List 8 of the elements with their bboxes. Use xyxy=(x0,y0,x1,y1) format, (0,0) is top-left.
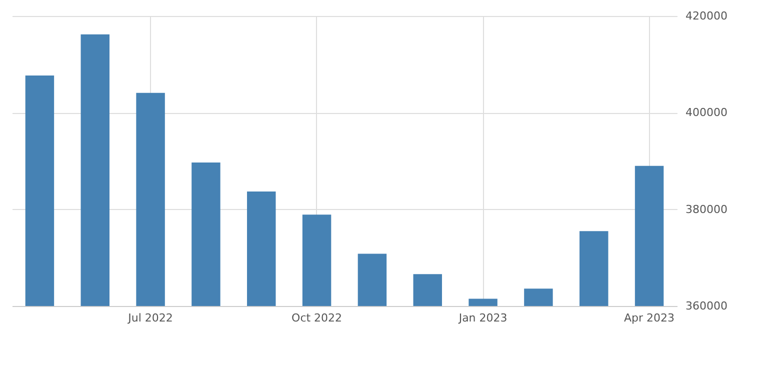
x-tick-label: Jan 2023 xyxy=(458,312,508,324)
y-tick-label: 400000 xyxy=(686,106,728,120)
y-tick-label: 380000 xyxy=(686,202,728,216)
x-tick-label: Oct 2022 xyxy=(292,312,342,324)
y-tick-label: 360000 xyxy=(686,300,728,312)
x-tick-label: Apr 2023 xyxy=(624,312,675,324)
x-tick-label: Jul 2022 xyxy=(127,312,173,324)
y-tick-label: 420000 xyxy=(686,10,728,22)
